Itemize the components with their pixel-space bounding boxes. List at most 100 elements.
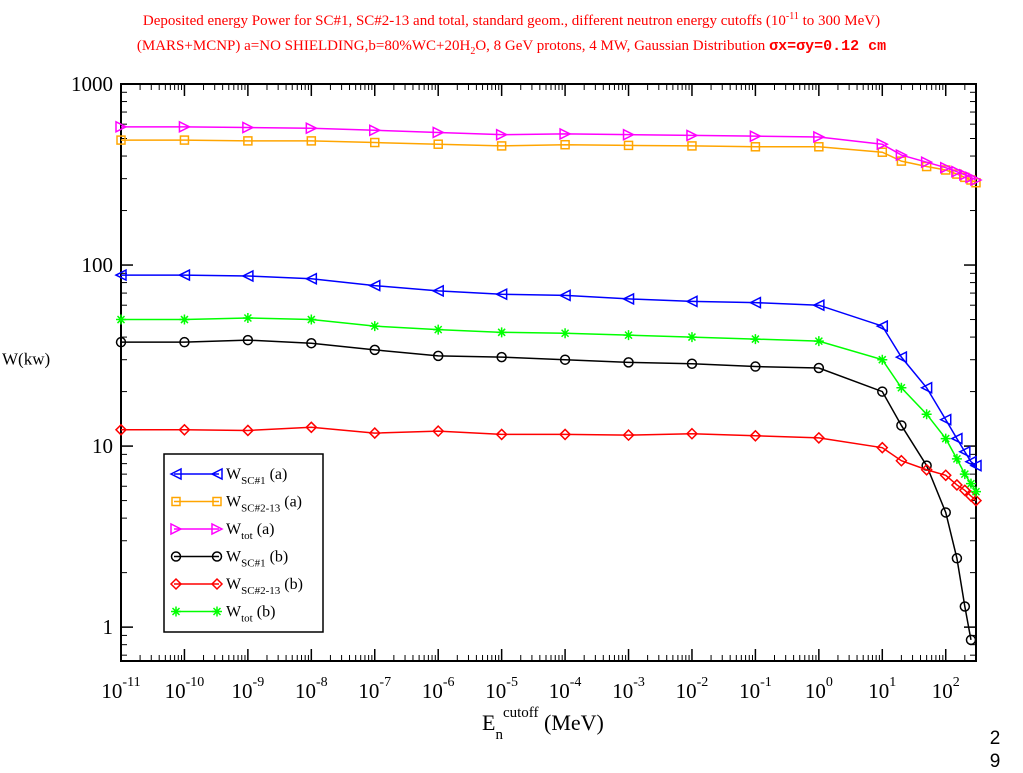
data-point xyxy=(114,268,127,282)
data-point xyxy=(368,279,381,292)
legend-entry: WSC#2-13 (a) xyxy=(171,494,302,515)
data-point xyxy=(241,269,254,283)
series-3 xyxy=(115,120,983,187)
data-point xyxy=(432,425,445,438)
data-point xyxy=(812,298,825,312)
data-point xyxy=(179,135,190,145)
series-6 xyxy=(116,312,981,497)
data-point xyxy=(179,314,190,325)
plot-frame xyxy=(120,83,977,662)
data-point xyxy=(812,431,825,444)
data-point xyxy=(242,121,255,134)
data-point xyxy=(750,361,761,372)
data-point xyxy=(432,350,444,362)
data-point xyxy=(178,423,191,436)
y-tick-label: 10 xyxy=(92,434,113,458)
data-point xyxy=(622,128,636,141)
data-point xyxy=(687,141,697,151)
data-point xyxy=(304,272,318,285)
series-1 xyxy=(114,268,982,472)
data-point xyxy=(921,409,932,420)
data-point xyxy=(964,455,977,468)
data-point xyxy=(940,507,951,518)
data-point xyxy=(920,463,933,476)
series-2 xyxy=(116,135,981,188)
data-point xyxy=(951,553,963,564)
data-point xyxy=(622,429,635,442)
legend-marker xyxy=(171,496,181,507)
data-point xyxy=(750,142,761,152)
data-point xyxy=(559,127,572,141)
x-tick-label: 10-4 xyxy=(549,675,582,703)
data-point xyxy=(876,441,889,454)
legend-marker xyxy=(210,467,223,481)
legend-entry: WSC#1 (a) xyxy=(169,466,287,487)
data-point xyxy=(896,382,907,393)
title-line2-sigma: σx=σy=0.12 cm xyxy=(769,38,887,55)
data-point xyxy=(177,268,191,282)
series-line xyxy=(121,126,977,181)
data-point xyxy=(178,120,192,134)
data-point xyxy=(920,155,934,169)
data-point xyxy=(559,354,571,365)
data-point xyxy=(306,136,317,146)
chart-title-line-2: (MARS+MCNP) a=NO SHIELDING,b=80%WC+20H2O… xyxy=(0,38,1023,57)
data-point xyxy=(896,420,907,431)
legend-marker xyxy=(212,496,222,507)
data-point xyxy=(495,128,509,141)
data-point xyxy=(623,330,634,341)
data-point xyxy=(558,289,571,302)
x-tick-label: 10-5 xyxy=(485,675,518,703)
title-line2-part-a: (MARS+MCNP) a=NO SHIELDING,b=80%WC+20H xyxy=(136,38,471,54)
data-point xyxy=(813,336,824,347)
x-tick-label: 10-8 xyxy=(295,675,328,703)
data-point xyxy=(621,292,635,306)
data-point xyxy=(951,165,964,178)
data-point xyxy=(559,428,572,441)
data-point xyxy=(242,334,254,346)
data-point xyxy=(959,469,970,480)
data-point xyxy=(958,445,971,459)
data-point xyxy=(560,328,571,339)
series-line xyxy=(121,274,977,467)
data-point xyxy=(369,344,381,356)
data-point xyxy=(116,135,126,145)
data-point xyxy=(969,459,982,472)
data-point xyxy=(959,168,972,182)
data-point xyxy=(179,336,190,348)
legend-marker xyxy=(169,467,182,481)
data-point xyxy=(306,314,317,325)
data-point xyxy=(969,494,983,507)
legend: WSC#1 (a) WSC#2-13 (a) Wtot (a) WSC#1 (b) WS… xyxy=(163,453,324,633)
data-point xyxy=(813,130,826,144)
x-tick-label: 100 xyxy=(805,675,833,703)
series-4 xyxy=(115,334,977,646)
data-point xyxy=(494,288,508,301)
data-point xyxy=(970,173,983,187)
data-point xyxy=(369,124,382,137)
data-point xyxy=(877,386,888,397)
data-point xyxy=(623,140,634,151)
data-point xyxy=(894,350,908,364)
title-line1-prefix: Deposited energy Power for SC#1, SC#2-13… xyxy=(142,13,786,29)
legend-entry: WSC#1 (b) xyxy=(170,549,288,570)
data-point xyxy=(431,284,444,298)
x-tick-label: 10-1 xyxy=(739,675,772,703)
title-line2-subscript: 2 xyxy=(470,46,476,57)
data-point xyxy=(939,161,953,174)
data-point xyxy=(686,129,699,142)
data-point xyxy=(749,429,762,442)
chart-title-line-1: Deposited energy Power for SC#1, SC#2-13… xyxy=(0,11,1023,30)
legend-box xyxy=(163,453,324,633)
data-point xyxy=(749,129,763,143)
data-point xyxy=(368,427,381,440)
data-point xyxy=(115,120,128,134)
data-point xyxy=(940,433,951,444)
data-point xyxy=(748,296,762,309)
data-point xyxy=(496,351,507,363)
y-axis-label: W(kw) xyxy=(2,350,50,369)
data-point xyxy=(370,137,380,148)
data-point xyxy=(243,136,253,146)
x-axis-label: Encutoff (MeV) xyxy=(482,705,604,743)
